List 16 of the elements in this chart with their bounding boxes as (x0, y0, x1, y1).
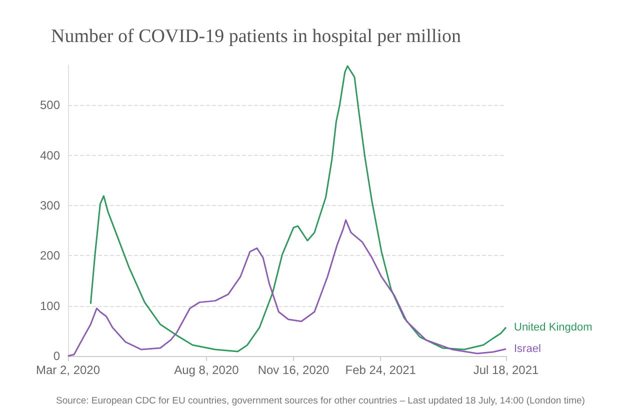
y-tick-label: 100 (40, 298, 60, 313)
y-tick-label: 200 (40, 248, 60, 263)
y-tick-label: 500 (40, 98, 60, 112)
line-series (90, 65, 507, 352)
x-tick-label: Nov 16, 2020 (258, 363, 330, 377)
series-label: Israel (514, 342, 541, 355)
y-tick-label: 300 (40, 198, 60, 212)
chart-title: Number of COVID-19 patients in hospital per million (51, 26, 462, 47)
y-tick-label: 400 (40, 148, 60, 162)
x-tick-label: Jul 18, 2021 (473, 363, 540, 377)
x-tick-label: Mar 2, 2020 (36, 363, 100, 377)
x-tick-label: Feb 24, 2021 (345, 363, 416, 377)
y-tick-label: 0 (53, 349, 60, 363)
x-tick-label: Aug 8, 2020 (174, 363, 240, 377)
series-label: United Kingdom (514, 321, 592, 334)
source-note: Source: European CDC for EU countries, government sources for other countries – Last updated 18 July, 14:00 (London time) (56, 396, 585, 406)
